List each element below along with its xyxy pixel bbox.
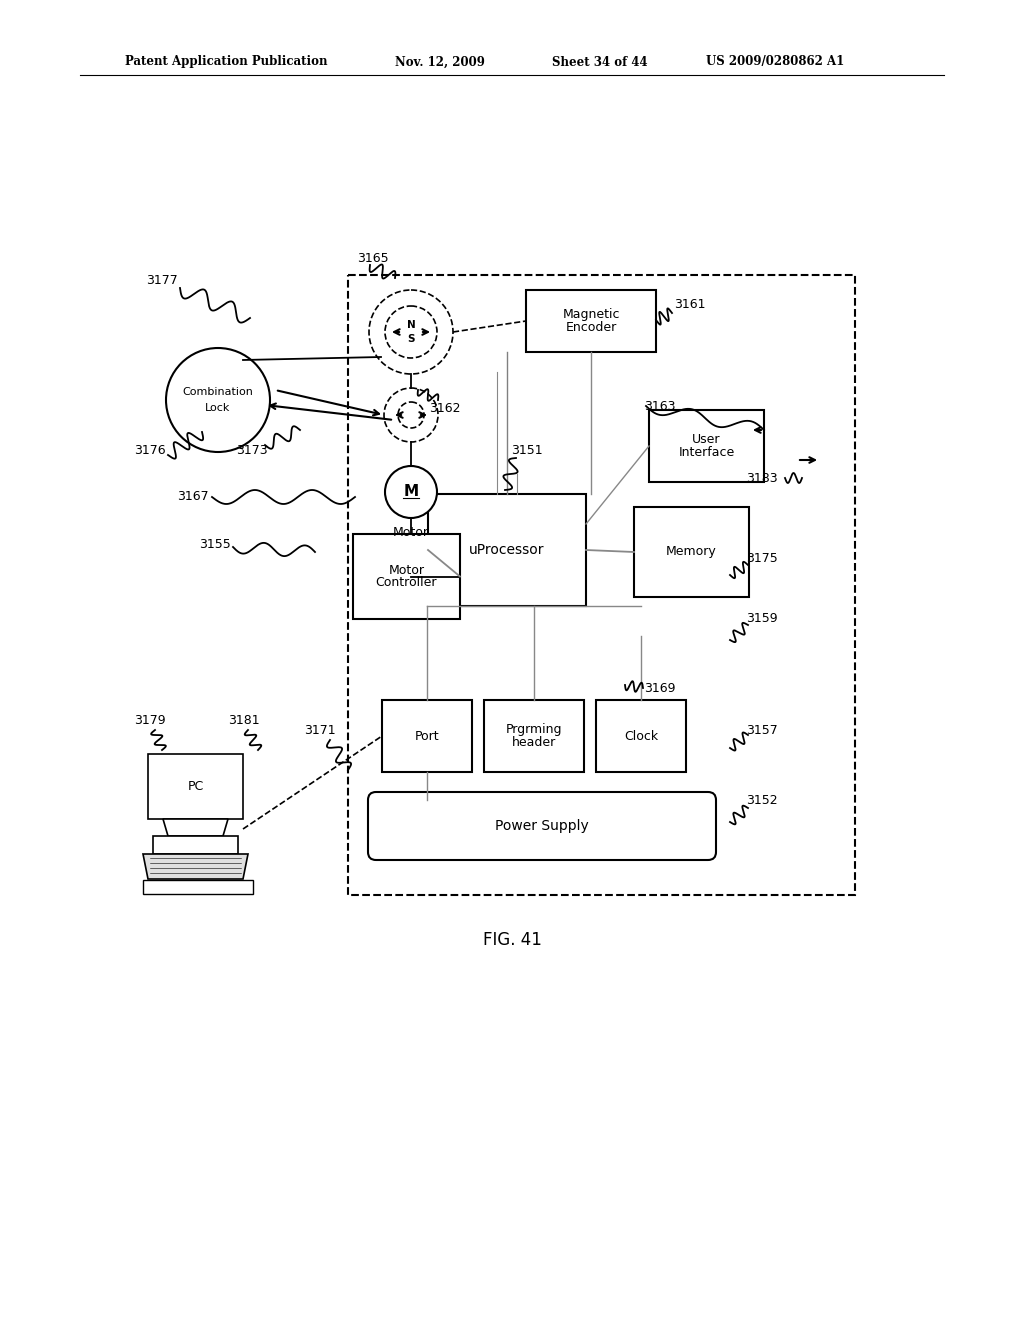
Text: Memory: Memory — [667, 545, 717, 558]
Text: Clock: Clock — [624, 730, 658, 742]
Text: Encoder: Encoder — [565, 321, 616, 334]
Text: 3177: 3177 — [146, 273, 178, 286]
Text: FIG. 41: FIG. 41 — [482, 931, 542, 949]
Text: US 2009/0280862 A1: US 2009/0280862 A1 — [706, 55, 844, 69]
Bar — [526, 290, 656, 352]
Text: Magnetic: Magnetic — [562, 308, 620, 321]
Text: Sheet 34 of 44: Sheet 34 of 44 — [552, 55, 647, 69]
Text: Prgrming: Prgrming — [506, 723, 562, 737]
Text: 3169: 3169 — [644, 681, 676, 694]
Text: 3181: 3181 — [228, 714, 260, 726]
Text: M: M — [403, 484, 419, 499]
Text: 3179: 3179 — [134, 714, 166, 726]
Text: 3183: 3183 — [746, 471, 778, 484]
Bar — [153, 836, 238, 854]
Text: 3157: 3157 — [746, 723, 778, 737]
Text: Interface: Interface — [678, 446, 734, 459]
FancyBboxPatch shape — [368, 792, 716, 861]
Text: N: N — [407, 319, 416, 330]
Circle shape — [166, 348, 270, 451]
Text: Combination: Combination — [182, 387, 253, 397]
Bar — [348, 275, 855, 895]
Text: Motor: Motor — [393, 525, 429, 539]
Text: 3165: 3165 — [357, 252, 389, 264]
Bar — [148, 754, 243, 818]
Bar — [428, 494, 586, 606]
Bar — [596, 700, 686, 772]
Bar — [353, 535, 460, 619]
Text: Patent Application Publication: Patent Application Publication — [125, 55, 328, 69]
Text: 3171: 3171 — [304, 723, 336, 737]
Text: 3162: 3162 — [429, 401, 461, 414]
Bar — [143, 880, 253, 894]
Bar — [484, 700, 584, 772]
Text: Power Supply: Power Supply — [496, 818, 589, 833]
Text: 3163: 3163 — [644, 400, 676, 412]
Text: User: User — [692, 433, 721, 446]
Text: Nov. 12, 2009: Nov. 12, 2009 — [395, 55, 485, 69]
Text: Lock: Lock — [206, 403, 230, 413]
Bar — [649, 411, 764, 482]
Text: 3159: 3159 — [746, 611, 778, 624]
Text: S: S — [408, 334, 415, 345]
Polygon shape — [163, 818, 228, 836]
Text: Port: Port — [415, 730, 439, 742]
Text: Controller: Controller — [376, 577, 437, 590]
Text: 3151: 3151 — [511, 444, 543, 457]
Text: PC: PC — [187, 780, 204, 793]
Text: 3167: 3167 — [177, 491, 209, 503]
Text: 3175: 3175 — [746, 552, 778, 565]
Text: uProcessor: uProcessor — [469, 543, 545, 557]
Text: 3161: 3161 — [674, 298, 706, 312]
Circle shape — [385, 466, 437, 517]
Polygon shape — [143, 854, 248, 879]
Bar — [634, 507, 749, 597]
Bar — [382, 700, 472, 772]
Text: Motor: Motor — [388, 564, 425, 577]
Text: 3155: 3155 — [199, 539, 230, 552]
Text: 3152: 3152 — [746, 793, 778, 807]
Text: header: header — [512, 737, 556, 748]
Text: 3176: 3176 — [134, 444, 166, 457]
Text: 3173: 3173 — [237, 444, 268, 457]
